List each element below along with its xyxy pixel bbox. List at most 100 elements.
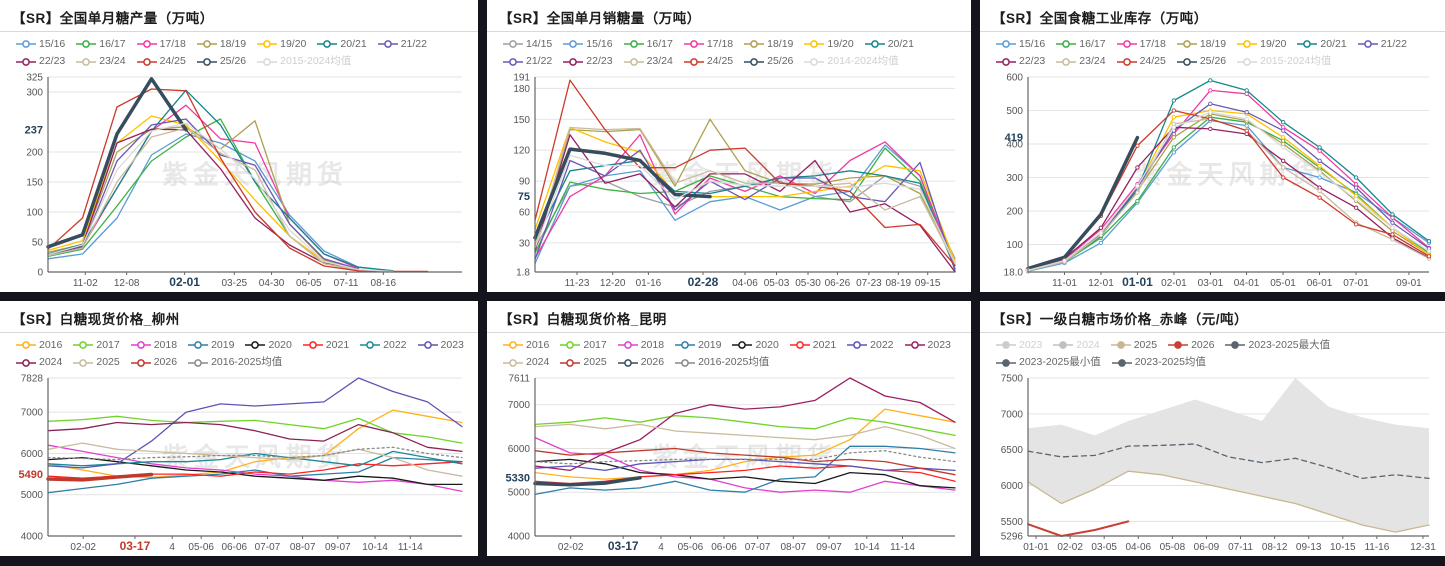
legend-item-20/21[interactable]: 20/21	[317, 37, 367, 52]
y-tick-label: 5000	[21, 490, 44, 501]
legend-label: 2016-2025均值	[698, 356, 770, 369]
legend-item-2023-2025最小值[interactable]: 2023-2025最小值	[996, 355, 1101, 370]
legend-item-23/24[interactable]: 23/24	[76, 54, 126, 69]
legend-item-16/17[interactable]: 16/17	[76, 37, 126, 52]
legend-item-15/16[interactable]: 15/16	[563, 37, 613, 52]
legend-item-2021[interactable]: 2021	[302, 338, 349, 353]
legend-item-24/25[interactable]: 24/25	[1116, 54, 1166, 69]
series-line-19/20	[47, 115, 360, 271]
title-divider	[0, 332, 478, 333]
legend-item-2015-2024均值[interactable]: 2015-2024均值	[1237, 54, 1331, 69]
chart-card-spot-kunming: 【SR】白糖现货价格_昆明 2016 2017 2018 2019 2020 2021 20…	[487, 301, 971, 556]
legend-item-15/16[interactable]: 15/16	[996, 37, 1045, 52]
legend-item-2024[interactable]: 2024	[503, 355, 549, 370]
legend-item-16/17[interactable]: 16/17	[1056, 37, 1106, 52]
legend-item-24/25[interactable]: 24/25	[683, 54, 733, 69]
legend-item-17/18[interactable]: 17/18	[136, 37, 186, 52]
legend-item-21/22[interactable]: 21/22	[1357, 37, 1407, 52]
legend-item-21/22[interactable]: 21/22	[503, 54, 552, 69]
legend-item-20/21[interactable]: 20/21	[1297, 37, 1347, 52]
point-marker	[1171, 121, 1176, 127]
point-marker	[1171, 108, 1176, 113]
legend-item-2025[interactable]: 2025	[73, 355, 120, 370]
point-marker	[1317, 145, 1322, 150]
legend-item-25/26[interactable]: 25/26	[196, 54, 247, 69]
legend-item-2017[interactable]: 2017	[73, 338, 120, 353]
legend-item-25/26[interactable]: 25/26	[744, 54, 793, 69]
legend-item-2024[interactable]: 2024	[16, 355, 62, 370]
legend-item-2023-2025最大值[interactable]: 2023-2025最大值	[1225, 338, 1330, 353]
legend-item-17/18[interactable]: 17/18	[683, 37, 733, 52]
legend-item-2022[interactable]: 2022	[360, 338, 407, 353]
legend-item-15/16[interactable]: 15/16	[16, 37, 65, 52]
legend: 15/16 16/17 17/18 18/19 19/20 20/21 21/22 22/23…	[0, 32, 478, 70]
x-tick-label: 05-06	[188, 542, 214, 553]
series-line-2026	[1027, 520, 1130, 537]
legend-item-2021[interactable]: 2021	[789, 338, 836, 353]
legend-marker-icon	[563, 40, 584, 49]
y-tick-label: 0	[37, 268, 43, 279]
legend-item-2016-2025均值[interactable]: 2016-2025均值	[675, 355, 769, 370]
legend-item-2019[interactable]: 2019	[188, 338, 234, 353]
legend-item-17/18[interactable]: 17/18	[1116, 37, 1166, 52]
legend-item-2024[interactable]: 2024	[1053, 338, 1100, 353]
legend-marker-icon	[360, 341, 381, 350]
legend-item-20/21[interactable]: 20/21	[864, 37, 914, 52]
legend-item-18/19[interactable]: 18/19	[744, 37, 793, 52]
plot-svg: 紫金天风期货52965500600065007000750001-0102-02…	[1001, 374, 1436, 554]
legend-item-2014-2024均值[interactable]: 2014-2024均值	[804, 54, 899, 69]
series-line-2018	[534, 436, 956, 493]
x-tick-label: 09-13	[1296, 542, 1322, 553]
x-tick-label: 11-14	[398, 542, 423, 553]
legend-item-2018[interactable]: 2018	[617, 338, 664, 353]
legend-item-2015-2024均值[interactable]: 2015-2024均值	[257, 54, 351, 69]
legend-item-22/23[interactable]: 22/23	[996, 54, 1045, 69]
legend-item-2016[interactable]: 2016	[503, 338, 549, 353]
legend-item-2023[interactable]: 2023	[996, 338, 1042, 353]
legend-item-19/20[interactable]: 19/20	[257, 37, 306, 52]
legend-item-16/17[interactable]: 16/17	[623, 37, 673, 52]
legend-label: 25/26	[219, 55, 247, 68]
legend-item-2023[interactable]: 2023	[904, 338, 951, 353]
legend-item-2023[interactable]: 2023	[417, 338, 464, 353]
legend-item-2018[interactable]: 2018	[130, 338, 177, 353]
legend-label: 21/22	[1380, 37, 1407, 50]
legend-marker-icon	[1237, 57, 1258, 66]
legend-label: 2016	[39, 338, 63, 351]
legend-label: 15/16	[586, 37, 613, 50]
legend-item-2025[interactable]: 2025	[1110, 338, 1157, 353]
legend-item-2020[interactable]: 2020	[732, 338, 779, 353]
legend-item-22/23[interactable]: 22/23	[16, 54, 65, 69]
legend-marker-icon	[188, 341, 209, 350]
legend-item-2025[interactable]: 2025	[560, 355, 607, 370]
legend-item-19/20[interactable]: 19/20	[1237, 37, 1286, 52]
legend-item-2017[interactable]: 2017	[560, 338, 607, 353]
legend-item-19/20[interactable]: 19/20	[804, 37, 854, 52]
x-tick-label: 4	[658, 542, 664, 553]
legend-item-2026[interactable]: 2026	[1168, 338, 1214, 353]
legend-label: 2026	[640, 356, 665, 369]
y-tick-label: 18.0	[1004, 268, 1024, 279]
legend-item-22/23[interactable]: 22/23	[563, 54, 613, 69]
legend-item-2026[interactable]: 2026	[617, 355, 665, 370]
legend-item-24/25[interactable]: 24/25	[136, 54, 186, 69]
legend-label: 2014-2024均值	[827, 55, 899, 68]
legend-item-2019[interactable]: 2019	[675, 338, 721, 353]
x-tick-label: 04-06	[732, 278, 758, 289]
legend-item-2016-2025均值[interactable]: 2016-2025均值	[188, 355, 282, 370]
legend-item-18/19[interactable]: 18/19	[1176, 37, 1226, 52]
legend-item-2022[interactable]: 2022	[847, 338, 894, 353]
x-tick-label: 12-20	[600, 278, 626, 289]
legend-item-2020[interactable]: 2020	[245, 338, 292, 353]
legend-item-2026[interactable]: 2026	[130, 355, 177, 370]
legend-item-21/22[interactable]: 21/22	[377, 37, 427, 52]
legend-item-25/26[interactable]: 25/26	[1176, 54, 1226, 69]
series-line-2020	[534, 458, 956, 489]
legend-item-14/15[interactable]: 14/15	[503, 37, 552, 52]
legend-item-2016[interactable]: 2016	[16, 338, 62, 353]
legend-label: 2025	[96, 356, 120, 369]
legend-item-18/19[interactable]: 18/19	[196, 37, 246, 52]
legend-item-23/24[interactable]: 23/24	[623, 54, 673, 69]
legend-item-23/24[interactable]: 23/24	[1056, 54, 1106, 69]
legend-item-2023-2025均值[interactable]: 2023-2025均值	[1111, 355, 1206, 370]
